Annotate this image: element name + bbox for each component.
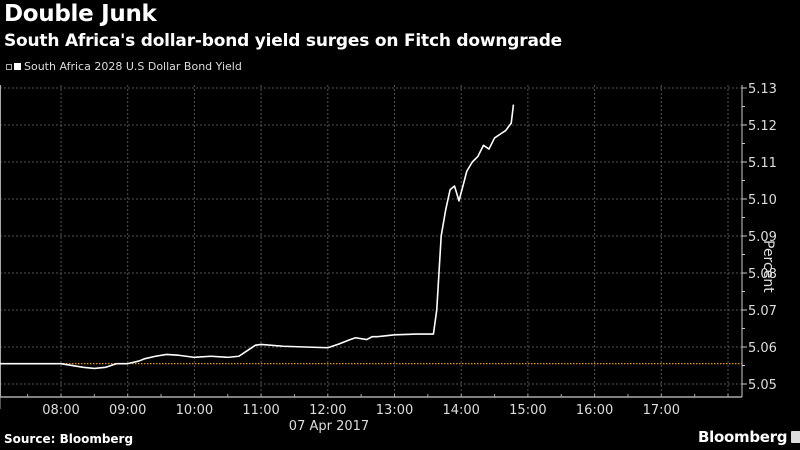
- x-tick-label: 13:00: [376, 403, 413, 418]
- x-tick-label: 10:00: [176, 403, 213, 418]
- x-tick-label: 08:00: [42, 403, 79, 418]
- y-tick-label: 5.07: [748, 304, 777, 319]
- y-tick-label: 5.13: [748, 82, 777, 97]
- brand-name: Bloomberg: [698, 428, 788, 446]
- legend-swatch: [14, 63, 21, 70]
- y-tick-label: 5.09: [748, 230, 777, 245]
- chart-subtitle: South Africa's dollar-bond yield surges …: [4, 31, 563, 51]
- y-tick-label: 5.08: [748, 267, 777, 282]
- legend-toggle-icon[interactable]: [6, 63, 12, 70]
- date-label: 07 Apr 2017: [289, 419, 369, 434]
- y-tick-label: 5.12: [748, 119, 777, 134]
- y-tick-label: 5.10: [748, 193, 777, 208]
- yield-line: [0, 104, 515, 370]
- y-tick-label: 5.05: [748, 378, 777, 393]
- legend: South Africa 2028 U.S Dollar Bond Yield: [6, 60, 242, 73]
- x-tick-label: 09:00: [109, 403, 146, 418]
- bloomberg-logo: Bloomberg: [698, 428, 800, 446]
- y-axis-label: Percent: [760, 240, 776, 293]
- y-tick-label: 5.06: [748, 341, 777, 356]
- x-tick-label: 11:00: [242, 403, 279, 418]
- bloomberg-chart-icon: [791, 431, 800, 443]
- x-tick-label: 16:00: [576, 403, 613, 418]
- x-tick-label: 15:00: [509, 403, 546, 418]
- x-tick-label: 17:00: [643, 403, 680, 418]
- x-tick-label: 14:00: [442, 403, 479, 418]
- x-tick-label: 12:00: [309, 403, 346, 418]
- source-note: Source: Bloomberg: [4, 432, 134, 446]
- legend-label: South Africa 2028 U.S Dollar Bond Yield: [24, 60, 242, 73]
- chart-title: Double Junk: [4, 1, 157, 27]
- y-tick-label: 5.11: [748, 156, 777, 171]
